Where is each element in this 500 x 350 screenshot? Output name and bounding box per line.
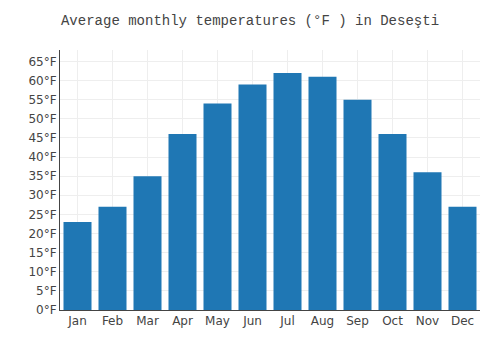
svg-text:15°F: 15°F xyxy=(28,246,56,260)
svg-text:Aug: Aug xyxy=(311,314,334,328)
svg-text:Jan: Jan xyxy=(67,314,87,328)
svg-text:60°F: 60°F xyxy=(28,74,56,88)
svg-text:Oct: Oct xyxy=(382,314,403,328)
svg-text:45°F: 45°F xyxy=(28,131,56,145)
svg-text:40°F: 40°F xyxy=(28,150,56,164)
svg-text:55°F: 55°F xyxy=(28,93,56,107)
svg-text:0°F: 0°F xyxy=(36,303,57,317)
svg-text:Jul: Jul xyxy=(279,314,294,328)
svg-text:35°F: 35°F xyxy=(28,169,56,183)
svg-text:Average monthly temperatures (: Average monthly temperatures (°F ) in De… xyxy=(61,13,439,29)
svg-text:25°F: 25°F xyxy=(28,208,56,222)
svg-text:10°F: 10°F xyxy=(28,265,56,279)
svg-text:50°F: 50°F xyxy=(28,112,56,126)
svg-text:Apr: Apr xyxy=(172,314,193,328)
svg-text:Jun: Jun xyxy=(242,314,262,328)
svg-text:20°F: 20°F xyxy=(28,227,56,241)
svg-text:Nov: Nov xyxy=(416,314,439,328)
svg-text:30°F: 30°F xyxy=(28,188,56,202)
svg-text:Dec: Dec xyxy=(451,314,474,328)
svg-text:65°F: 65°F xyxy=(28,55,56,69)
svg-text:5°F: 5°F xyxy=(36,284,57,298)
svg-text:Sep: Sep xyxy=(346,314,369,328)
svg-text:Mar: Mar xyxy=(136,314,159,328)
svg-text:Feb: Feb xyxy=(102,314,123,328)
svg-text:May: May xyxy=(205,314,230,328)
